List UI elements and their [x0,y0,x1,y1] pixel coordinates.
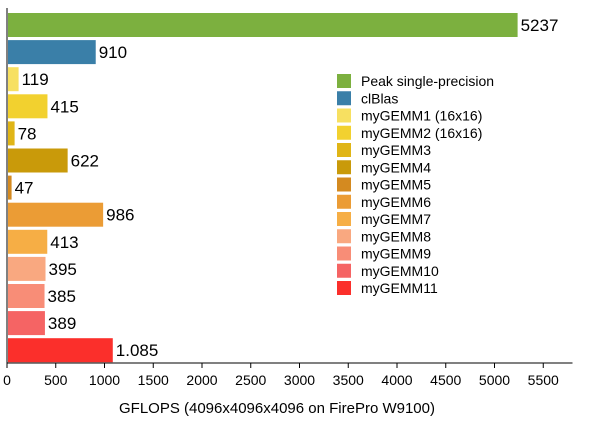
legend-swatch-mygemm1-16x16 [337,108,351,123]
value-label-mygemm3: 78 [18,124,37,143]
x-tick-label: 500 [44,372,68,388]
value-label-mygemm1-16x16: 119 [22,70,49,89]
legend-swatch-mygemm6 [337,194,351,209]
value-label-peak-single-precision: 5237 [521,16,559,35]
legend-swatch-peak-single-precision [337,74,351,88]
value-label-mygemm8: 395 [49,260,77,279]
legend-label-mygemm11: myGEMM11 [361,280,438,296]
legend-label-mygemm5: myGEMM5 [361,177,431,193]
legend-label-mygemm9: myGEMM9 [361,246,431,262]
bar-mygemm11 [8,338,113,363]
legend-label-clblas: clBlas [361,90,398,106]
x-tick-label: 0 [3,372,11,388]
legend-swatch-clblas [337,91,351,106]
value-label-mygemm11: 1.085 [116,341,159,360]
legend-label-mygemm10: myGEMM10 [361,263,439,279]
value-label-mygemm4: 622 [71,152,99,171]
x-tick-label: 4000 [381,372,412,388]
legend-swatch-mygemm10 [337,263,351,278]
value-label-mygemm5: 47 [15,179,34,198]
x-axis-label: GFLOPS (4096x4096x4096 on FirePro W9100) [119,400,435,417]
x-tick-label: 3500 [333,372,364,388]
x-tick-label: 2000 [186,372,217,388]
bar-mygemm6 [8,202,104,227]
legend-label-peak-single-precision: Peak single-precision [361,73,494,89]
legend-label-mygemm4: myGEMM4 [361,159,431,175]
value-label-mygemm6: 986 [106,206,134,225]
bar-mygemm1-16x16 [8,67,19,92]
legend-label-mygemm3: myGEMM3 [361,142,431,158]
value-label-mygemm2-16x16: 415 [50,97,78,116]
x-tick-label: 3000 [284,372,315,388]
bar-peak-single-precision [8,13,518,37]
x-tick-label: 1000 [89,372,120,388]
legend-label-mygemm8: myGEMM8 [361,228,431,244]
legend-swatch-mygemm4 [337,160,351,175]
value-label-mygemm7: 413 [50,233,78,252]
x-axis-ticks: 0 500 1000 1500 2000 2500 3000 3500 4000 4500 5000… [3,363,559,388]
legend-label-mygemm1-16x16: myGEMM1 (16x16) [361,108,482,124]
bar-mygemm3 [8,121,15,146]
legend-swatch-mygemm8 [337,229,351,244]
bar-mygemm8 [8,256,46,281]
value-label-clblas: 910 [99,43,127,62]
legend-swatch-mygemm11 [337,281,351,295]
value-label-mygemm9: 385 [48,287,76,306]
x-tick-label: 4500 [430,372,461,388]
bar-mygemm9 [8,284,45,308]
x-tick-label: 5500 [528,372,559,388]
bars-group [8,13,518,363]
bar-clblas [8,40,96,65]
bar-mygemm7 [8,229,48,254]
x-tick-label: 5000 [479,372,510,388]
x-tick-label: 1500 [138,372,169,388]
legend-swatch-mygemm3 [337,143,351,157]
x-tick-label: 2500 [235,372,266,388]
legend-swatch-mygemm5 [337,177,351,192]
bar-mygemm10 [8,311,45,336]
legend-label-mygemm7: myGEMM7 [361,211,431,227]
legend-swatch-mygemm7 [337,212,351,226]
bar-mygemm2-16x16 [8,94,48,119]
legend-label-mygemm6: myGEMM6 [361,194,431,210]
bar-mygemm4 [8,148,68,173]
legend-swatch-mygemm9 [337,246,351,261]
value-label-mygemm10: 389 [48,314,76,333]
legend-swatch-mygemm2-16x16 [337,125,351,140]
legend-label-mygemm2-16x16: myGEMM2 (16x16) [361,125,482,141]
bar-mygemm5 [8,175,12,200]
